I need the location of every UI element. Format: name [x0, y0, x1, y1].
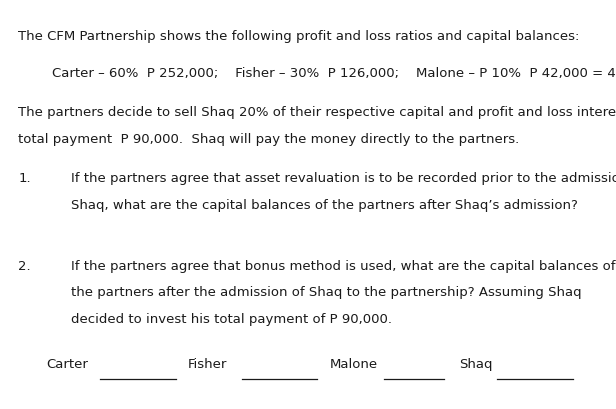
Text: The partners decide to sell Shaq 20% of their respective capital and profit and : The partners decide to sell Shaq 20% of … — [18, 106, 616, 119]
Text: Fisher: Fisher — [188, 357, 227, 370]
Text: 1.: 1. — [18, 172, 31, 185]
Text: If the partners agree that asset revaluation is to be recorded prior to the admi: If the partners agree that asset revalua… — [71, 172, 616, 185]
Text: Carter – 60%  P 252,000;    Fisher – 30%  P 126,000;    Malone – P 10%  P 42,000: Carter – 60% P 252,000; Fisher – 30% P 1… — [52, 67, 616, 80]
Text: Malone: Malone — [330, 357, 378, 370]
Text: decided to invest his total payment of P 90,000.: decided to invest his total payment of P… — [71, 312, 392, 325]
Text: If the partners agree that bonus method is used, what are the capital balances o: If the partners agree that bonus method … — [71, 259, 615, 272]
Text: Shaq: Shaq — [459, 357, 492, 370]
Text: the partners after the admission of Shaq to the partnership? Assuming Shaq: the partners after the admission of Shaq… — [71, 285, 582, 299]
Text: Carter: Carter — [46, 357, 88, 370]
Text: total payment  P 90,000.  Shaq will pay the money directly to the partners.: total payment P 90,000. Shaq will pay th… — [18, 132, 520, 145]
Text: 2.: 2. — [18, 259, 31, 272]
Text: Shaq, what are the capital balances of the partners after Shaq’s admission?: Shaq, what are the capital balances of t… — [71, 198, 578, 211]
Text: The CFM Partnership shows the following profit and loss ratios and capital balan: The CFM Partnership shows the following … — [18, 30, 580, 43]
